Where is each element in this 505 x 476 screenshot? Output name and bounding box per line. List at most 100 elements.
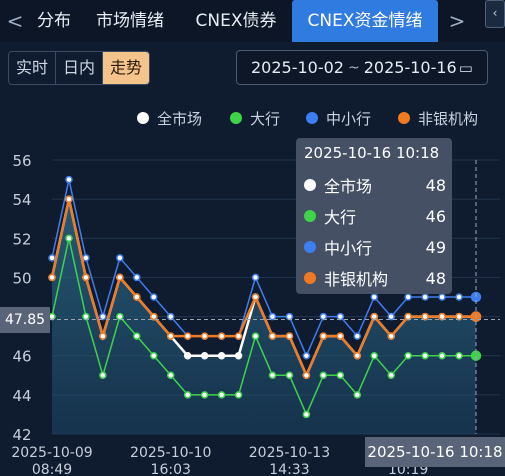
series-point [421,293,429,301]
tab-cnex-bond[interactable]: CNEX债券 [195,11,277,31]
series-point [404,351,412,360]
series-point [200,332,209,340]
series-point [82,312,90,321]
tooltip-row-label: 中小行 [324,239,373,258]
date-range-start[interactable]: 2025-10-02 [251,58,344,77]
series-point [302,351,311,360]
y-tick-label: 54 [12,191,31,209]
series-point [183,391,192,399]
series-point [370,293,378,301]
period-trend[interactable]: 走势 [103,52,150,84]
series-point [438,293,446,301]
series-point [455,351,463,360]
tab-distribution[interactable]: 分布 [37,11,71,31]
series-point [133,332,141,340]
x-tick-label: 14:33 [269,462,309,476]
y-tick-label: 42 [12,426,31,444]
series-point [150,351,158,360]
series-point [116,312,124,321]
x-tick-label: 2025-10-13 [249,445,330,461]
series-point [302,371,311,380]
series-point [99,332,107,340]
period-realtime[interactable]: 实时 [9,52,57,84]
series-point [387,312,395,321]
series-point [116,273,124,282]
series-point [421,351,429,360]
date-range-picker[interactable]: 2025-10-02 ~ 2025-10-16 ▭ [236,50,488,85]
legend-dot-icon [306,112,318,124]
series-point [319,371,328,380]
series-point [251,293,260,301]
tab-cnex-fund-sentiment[interactable]: CNEX资金情绪 [292,0,438,42]
tooltip-row-label: 非银机构 [324,270,389,289]
series-point [133,293,141,301]
series-point [370,312,378,321]
tooltip-row-label: 全市场 [324,177,373,196]
tooltip-row-small-banks: 中小行 49 [304,235,446,259]
series-point [421,312,429,321]
series-point [268,312,277,321]
series-point [353,391,362,399]
y-tick-label: 44 [12,387,31,405]
series-point [319,332,328,340]
series-point [150,293,158,301]
series-point [285,312,294,321]
tooltip-row-non-bank: 非银机构 48 [304,266,446,290]
series-line [50,198,476,379]
series-point [82,254,90,262]
series-line [51,179,476,358]
tabs-prev-arrow[interactable]: < [6,9,24,33]
series-point [336,312,345,321]
series-point [183,332,192,340]
series-point [200,391,209,399]
x-tick-label: 2025-10-09 [11,445,92,461]
period-selector: 实时 日内 走势 [8,51,151,85]
tabs-next-arrow[interactable]: > [448,9,466,33]
legend-label: 中小行 [326,109,372,128]
tooltip-row-label: 大行 [324,208,357,227]
tab-market-sentiment[interactable]: 市场情绪 [96,11,164,31]
tooltip-title: 2025-10-16 10:18 [304,144,440,162]
series-point [99,371,107,380]
date-range-separator: ~ [347,59,360,76]
series-point [404,312,412,321]
series-point [455,293,463,301]
crosshair-y-label: 47.85 [0,307,50,333]
tooltip-row-big-banks: 大行 46 [304,204,446,228]
legend-item-non-bank[interactable]: 非银机构 [398,108,478,128]
y-tick-label: 50 [12,269,31,287]
tooltip-dot-icon [304,241,316,253]
legend-label: 大行 [250,109,281,128]
series-point [133,273,141,282]
series-point [302,410,311,419]
series-point [99,312,107,321]
series-point [116,254,124,262]
x-tick-label: 2025-10-10 [130,445,211,461]
legend-dot-icon [398,112,410,124]
legend-item-big-banks[interactable]: 大行 [230,108,280,128]
series-point [48,254,56,262]
series-point [251,273,260,282]
series-point [234,351,243,360]
series-point [353,332,362,340]
period-intraday[interactable]: 日内 [56,52,104,84]
legend-item-all-market[interactable]: 全市场 [137,108,202,128]
legend-item-small-banks[interactable]: 中小行 [306,108,371,128]
series-point [200,351,209,360]
series-point [336,371,345,380]
date-range-end[interactable]: 2025-10-16 [363,58,457,77]
legend-label: 非银机构 [418,109,479,128]
x-tick-label: 16:03 [151,462,191,476]
series-point [336,332,345,340]
series-point [387,371,395,380]
series-point [319,312,328,321]
series-point [285,371,294,380]
series-point [217,332,226,340]
series-point [268,332,277,340]
tab-bar: < 分布 市场情绪 CNEX债券 CNEX资金情绪 > ‹ [0,0,505,42]
tooltip-row-value: 46 [425,206,446,226]
series-point [65,175,73,184]
calendar-icon[interactable]: ▭ [458,58,473,77]
series-point [166,371,175,380]
